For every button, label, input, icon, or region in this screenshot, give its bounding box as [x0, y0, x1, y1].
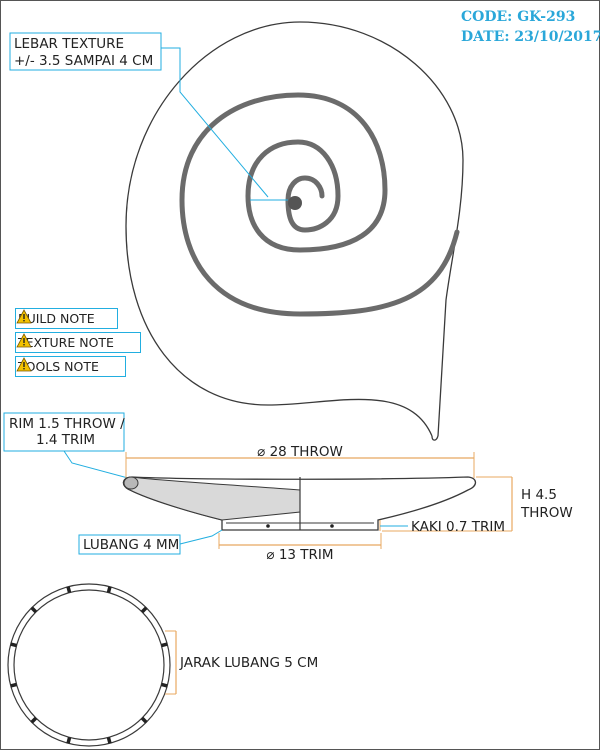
- texture-callout-line1: LEBAR TEXTURE: [14, 36, 124, 52]
- foot-ring-hole: [140, 716, 148, 724]
- foot-ring-hole: [10, 682, 18, 688]
- hole-callout-box: [78, 534, 181, 555]
- coil-tail-end: [431, 435, 439, 441]
- texture-note[interactable]: TEXTURE NOTE: [15, 332, 141, 353]
- foot-hole-marker: [330, 524, 334, 528]
- rim-callout-line1: RIM 1.5 THROW /: [9, 416, 125, 432]
- plate-outline: [125, 21, 464, 437]
- diameter-throw-label: ⌀ 28 THROW: [257, 444, 343, 460]
- foot-label: KAKI 0.7 TRIM: [411, 519, 505, 535]
- build-note-label: BUILD NOTE: [18, 311, 95, 326]
- build-note[interactable]: BUILD NOTE: [15, 308, 118, 329]
- foot-ring-hole: [160, 682, 168, 688]
- foot-ring-hole: [66, 736, 72, 744]
- texture-callout-box: [9, 32, 162, 71]
- foot-ring-holes: [10, 586, 168, 744]
- tools-note[interactable]: TOOLS NOTE: [15, 356, 126, 377]
- foot-ring-hole: [30, 716, 38, 724]
- warning-icon: [16, 357, 32, 372]
- height-label-line1: H 4.5: [521, 487, 557, 503]
- plate-section-view: RIM 1.5 THROW / 1.4 TRIM ⌀ 28 THROW H 4.…: [3, 412, 573, 563]
- plate-top-view: [125, 21, 464, 441]
- hole-leader-line: [179, 529, 223, 545]
- texture-width-callout: LEBAR TEXTURE +/- 3.5 SAMPAI 4 CM: [9, 32, 288, 201]
- spiral-texture: [179, 92, 460, 317]
- drawing-code: CODE: GK-293: [461, 9, 575, 25]
- warning-icon: [16, 333, 32, 348]
- foot-ring-hole: [66, 586, 72, 594]
- foot-hole-marker: [266, 524, 270, 528]
- hole-callout-label: LUBANG 4 MM: [83, 537, 179, 553]
- diameter-trim-label: ⌀ 13 TRIM: [266, 547, 333, 563]
- texture-leader-line: [161, 47, 269, 198]
- foot-ring-inner: [13, 589, 165, 741]
- rim-callout-line2: 1.4 TRIM: [36, 432, 95, 448]
- spacing-label: JARAK LUBANG 5 CM: [179, 655, 318, 671]
- drawing-date: DATE: 23/10/2017: [461, 29, 600, 45]
- rim-leader-line: [63, 450, 129, 479]
- texture-callout-line2: +/- 3.5 SAMPAI 4 CM: [14, 53, 153, 69]
- rim-callout-box: [3, 412, 125, 452]
- foot-ring-hole: [30, 606, 38, 614]
- foot-ring-hole: [10, 642, 18, 648]
- rim-bead: [123, 476, 139, 490]
- texture-note-label: TEXTURE NOTE: [18, 335, 114, 350]
- foot-ring-hole: [160, 642, 168, 648]
- foot-ring-view: JARAK LUBANG 5 CM: [7, 583, 318, 747]
- foot-ring-hole: [106, 736, 112, 744]
- foot-ring-hole: [106, 586, 112, 594]
- tools-note-label: TOOLS NOTE: [18, 359, 99, 374]
- height-label-line2: THROW: [520, 505, 573, 521]
- foot-ring-hole: [140, 606, 148, 614]
- spiral-center: [288, 196, 302, 210]
- warning-icon: [16, 309, 32, 324]
- foot-ring-outer: [7, 583, 171, 747]
